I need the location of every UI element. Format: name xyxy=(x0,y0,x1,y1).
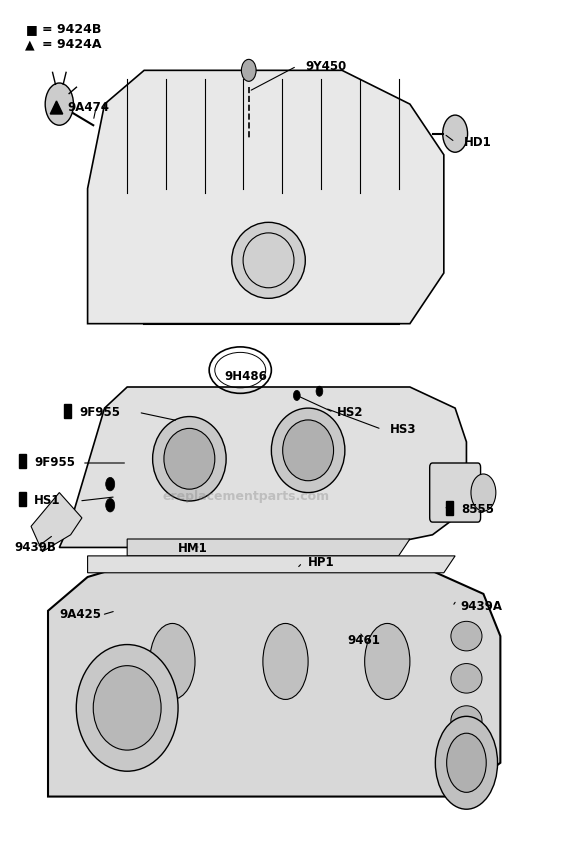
Circle shape xyxy=(106,498,115,512)
Text: ereplacementparts.com: ereplacementparts.com xyxy=(162,490,329,503)
Text: 9H486: 9H486 xyxy=(224,370,267,382)
Ellipse shape xyxy=(365,623,410,700)
Text: 9F955: 9F955 xyxy=(34,456,75,469)
Polygon shape xyxy=(50,101,63,114)
Ellipse shape xyxy=(283,420,333,481)
Text: 9Y450: 9Y450 xyxy=(305,60,347,72)
Ellipse shape xyxy=(152,416,226,501)
Text: 9A474: 9A474 xyxy=(68,101,110,114)
Text: 9461: 9461 xyxy=(348,634,381,647)
Polygon shape xyxy=(127,539,410,556)
FancyBboxPatch shape xyxy=(430,463,481,522)
Ellipse shape xyxy=(77,644,178,771)
Text: ■: ■ xyxy=(25,23,37,37)
Polygon shape xyxy=(48,569,500,796)
Ellipse shape xyxy=(150,623,195,700)
Ellipse shape xyxy=(451,621,482,651)
Text: HD1: HD1 xyxy=(464,136,492,149)
Text: HP1: HP1 xyxy=(308,556,335,570)
Bar xyxy=(19,492,26,507)
Text: 9439A: 9439A xyxy=(461,600,503,613)
Circle shape xyxy=(293,390,300,400)
Text: 9F955: 9F955 xyxy=(79,405,120,419)
Ellipse shape xyxy=(271,408,345,492)
Text: HS2: HS2 xyxy=(336,405,363,419)
Ellipse shape xyxy=(263,623,308,700)
Circle shape xyxy=(435,717,497,809)
Ellipse shape xyxy=(451,664,482,693)
Circle shape xyxy=(471,474,496,511)
Polygon shape xyxy=(31,492,82,552)
Ellipse shape xyxy=(451,748,482,778)
Bar xyxy=(446,501,453,515)
Bar xyxy=(19,454,26,468)
Ellipse shape xyxy=(93,666,161,750)
Text: HS1: HS1 xyxy=(34,495,61,507)
Polygon shape xyxy=(59,387,467,547)
Circle shape xyxy=(106,478,115,490)
Text: ▲: ▲ xyxy=(25,38,35,52)
Ellipse shape xyxy=(164,428,215,490)
Text: 9439B: 9439B xyxy=(14,541,56,554)
Circle shape xyxy=(242,60,256,82)
Text: HM1: HM1 xyxy=(178,541,208,555)
Polygon shape xyxy=(87,556,455,573)
Bar xyxy=(64,404,71,418)
Ellipse shape xyxy=(451,706,482,735)
Text: = 9424A: = 9424A xyxy=(42,38,102,52)
Text: 9A425: 9A425 xyxy=(59,609,101,621)
Circle shape xyxy=(316,386,323,396)
Circle shape xyxy=(443,115,468,152)
Text: HS3: HS3 xyxy=(390,422,417,436)
Text: 8555: 8555 xyxy=(461,503,494,516)
Text: = 9424B: = 9424B xyxy=(42,23,102,37)
Circle shape xyxy=(447,734,486,792)
Circle shape xyxy=(45,83,74,125)
Ellipse shape xyxy=(232,223,305,298)
Polygon shape xyxy=(87,71,444,324)
